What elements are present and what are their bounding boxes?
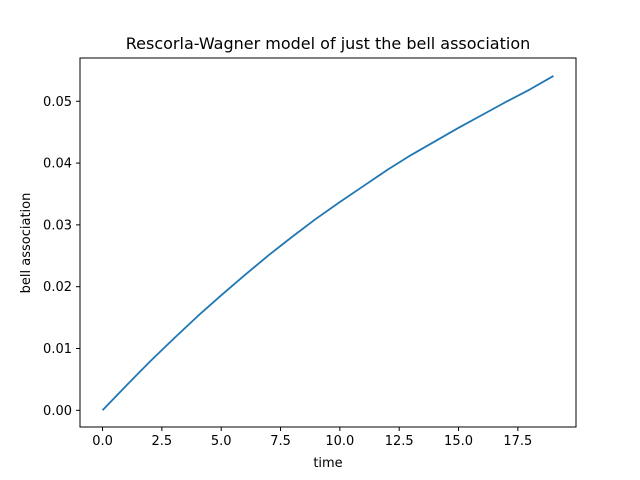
x-axis-label: time (313, 456, 342, 471)
x-tick-label: 5.0 (211, 434, 232, 449)
y-tick-label: 0.02 (43, 280, 72, 295)
y-tick-label: 0.05 (43, 95, 72, 110)
plot-area: 0.0 2.5 5.0 7.5 10.0 12.5 15.0 17.5 0.00 0.01 0.02… (43, 57, 577, 449)
y-tick-label: 0.00 (43, 404, 72, 419)
x-tick-label: 12.5 (385, 434, 414, 449)
y-axis-label: bell association (19, 193, 34, 294)
y-tick-label: 0.04 (43, 157, 72, 172)
y-tick-label: 0.03 (43, 218, 72, 233)
x-tick-label: 0.0 (92, 434, 113, 449)
x-tick-label: 10.0 (325, 434, 354, 449)
y-tick-label: 0.01 (43, 342, 72, 357)
series-line-0 (101, 75, 554, 411)
x-tick-label: 7.5 (270, 434, 291, 449)
x-tick-label: 17.5 (503, 434, 532, 449)
x-tick-label: 2.5 (152, 434, 173, 449)
x-tick-label: 15.0 (444, 434, 473, 449)
axes-frame (79, 57, 577, 428)
chart-title: Rescorla-Wagner model of just the bell a… (126, 34, 531, 53)
